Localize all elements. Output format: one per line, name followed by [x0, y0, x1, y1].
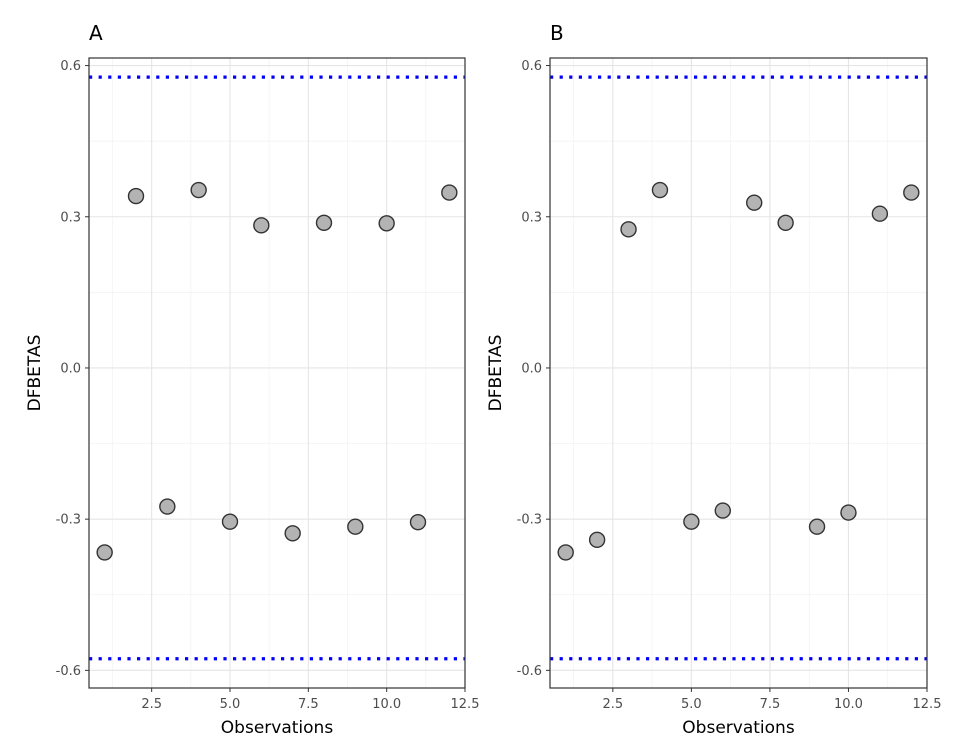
panel-tag: A: [89, 21, 103, 45]
y-tick-label: 0.3: [521, 210, 542, 225]
data-point: [588, 531, 606, 549]
y-tick-label: -0.3: [56, 513, 81, 528]
y-tick-label: 0.6: [521, 59, 542, 74]
y-tick-label: -0.6: [517, 664, 542, 679]
data-point: [903, 184, 920, 201]
panel-border: [88, 57, 466, 689]
panel-a: -0.6 -0.3 0.0 0.3 0.6 2.5 5.0 7.5 10.0 12.5 Observ…: [25, 21, 479, 738]
data-point: [714, 502, 731, 519]
x-tick-label: 2.5: [141, 697, 162, 712]
data-point: [808, 518, 826, 535]
data-point: [683, 513, 700, 530]
data-point: [253, 217, 270, 234]
y-tick-label: 0.0: [521, 361, 542, 376]
x-tick-label: 5.0: [681, 697, 702, 712]
data-point: [441, 184, 458, 201]
panel-border: [549, 57, 928, 689]
data-point: [409, 513, 427, 531]
y-axis-title: DFBETAS: [486, 335, 506, 412]
plot-area: [550, 58, 927, 688]
y-tick-label: 0.0: [60, 361, 81, 376]
data-point: [347, 518, 364, 535]
y-axis-title: DFBETAS: [25, 335, 45, 412]
data-point: [746, 194, 763, 211]
x-tick-label: 12.5: [913, 697, 942, 712]
x-tick-label: 10.0: [834, 697, 863, 712]
x-tick-label: 7.5: [298, 697, 319, 712]
y-tick-label: -0.3: [517, 513, 542, 528]
data-point: [378, 215, 395, 232]
data-point: [620, 221, 637, 238]
data-point: [840, 504, 857, 521]
y-tick-label: 0.3: [60, 210, 81, 225]
x-tick-label: 12.5: [451, 697, 480, 712]
data-point: [190, 181, 207, 199]
data-point: [315, 214, 333, 232]
data-point: [557, 544, 574, 561]
panel-b: -0.6 -0.3 0.0 0.3 0.6 2.5 5.0 7.5 10.0 12.5 Observ…: [486, 21, 941, 738]
x-axis-title: Observations: [221, 718, 334, 738]
data-point: [284, 525, 301, 542]
data-point: [221, 513, 239, 530]
y-tick-label: -0.6: [56, 664, 81, 679]
y-tick-label: 0.6: [60, 59, 81, 74]
data-point: [96, 544, 113, 561]
x-tick-label: 5.0: [220, 697, 241, 712]
x-axis-title: Observations: [682, 718, 795, 738]
x-tick-label: 10.0: [372, 697, 401, 712]
data-point: [651, 181, 669, 199]
data-point: [777, 214, 794, 232]
data-point: [871, 205, 889, 222]
data-point: [127, 187, 145, 205]
plot-area: [89, 58, 465, 688]
panel-tag: B: [550, 21, 564, 45]
x-tick-label: 7.5: [760, 697, 781, 712]
data-point: [159, 498, 176, 515]
x-tick-label: 2.5: [602, 697, 623, 712]
